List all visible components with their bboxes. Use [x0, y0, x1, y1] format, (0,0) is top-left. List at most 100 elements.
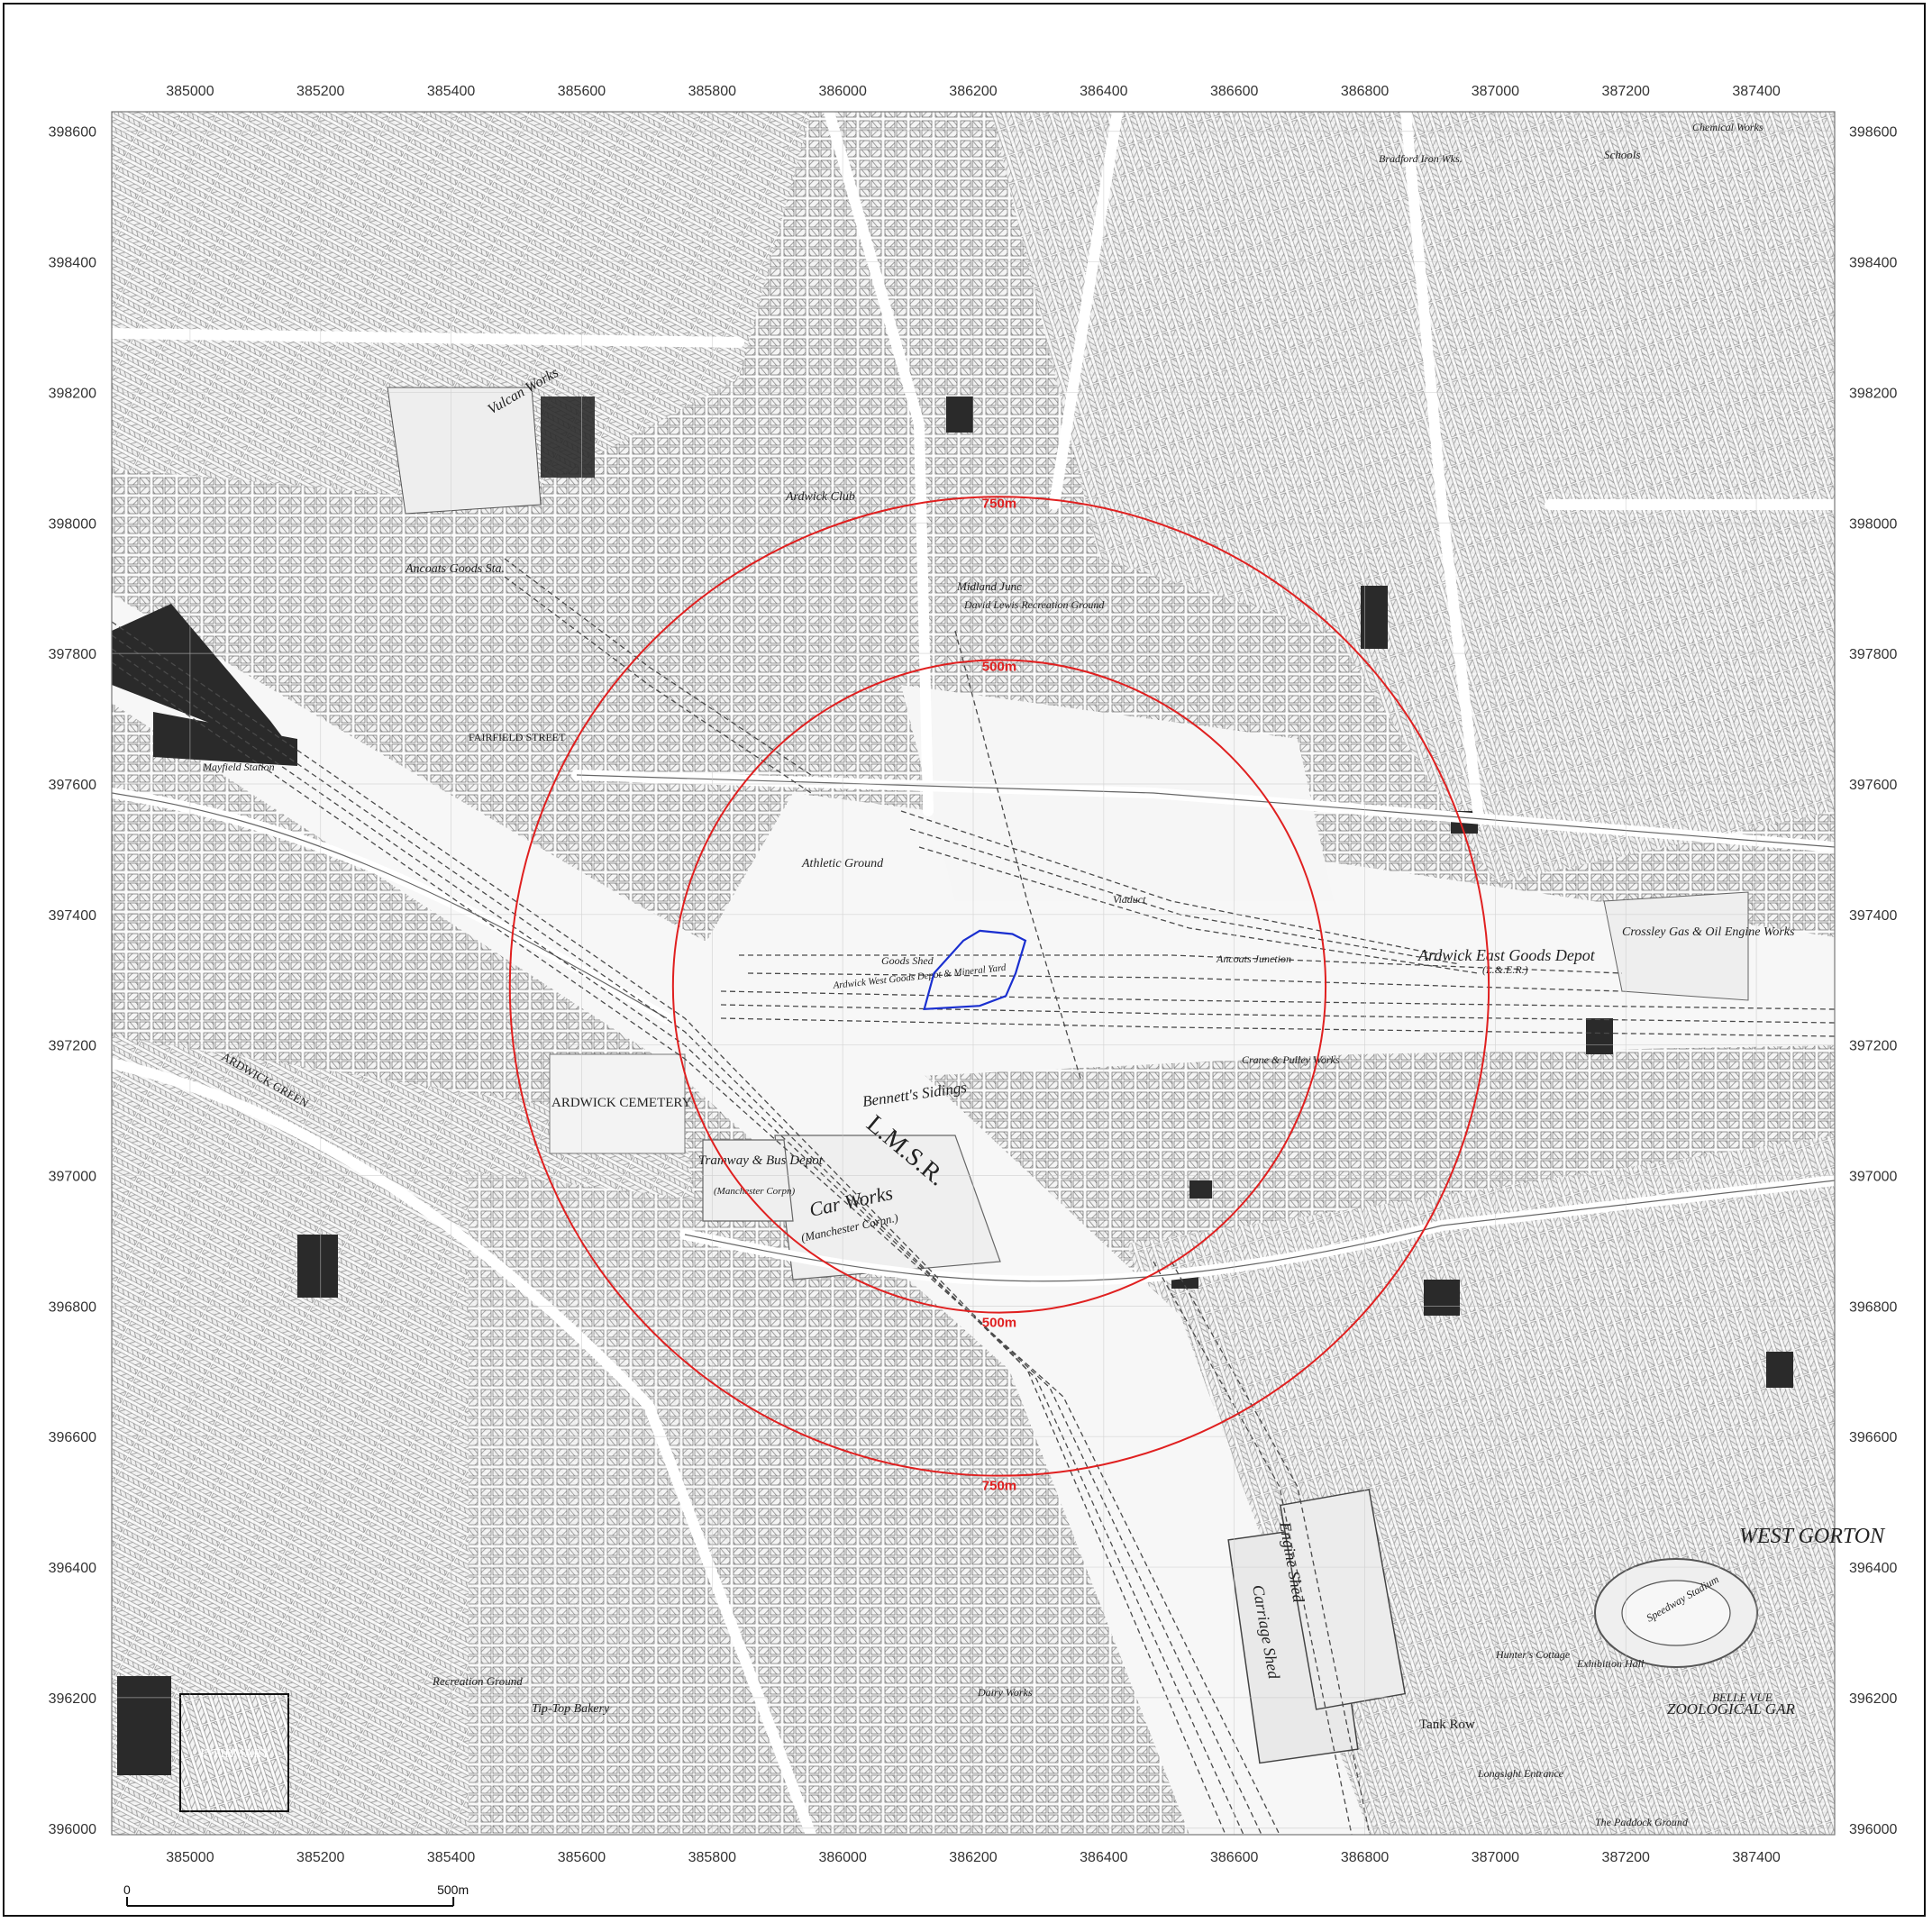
label-ardwick-club: Ardwick Club [785, 490, 855, 504]
easting-tick-label: 386800 [1341, 1850, 1389, 1865]
northing-tick-label: 397200 [1849, 1039, 1897, 1054]
easting-tick-label: 386200 [949, 1850, 997, 1865]
northing-tick-label: 398000 [1849, 516, 1897, 532]
label-zoological: ZOOLOGICAL GAR [1667, 1700, 1795, 1718]
easting-tick-label: 385000 [166, 1850, 214, 1865]
northing-tick-label: 398400 [49, 256, 96, 271]
label-tramway-depot: Tramway & Bus Depot [698, 1153, 824, 1168]
northing-tick-label: 397400 [1849, 908, 1897, 924]
easting-axis-bottom: 385000 385200 385400 385600 385800 386000 3862… [166, 1850, 1781, 1865]
northing-tick-label: 397600 [49, 778, 96, 793]
label-longsight: Longsight Entrance [1477, 1767, 1564, 1780]
label-exhibition: Exhibition Hall [1576, 1657, 1645, 1670]
ring-label-bottom: 750m [982, 1479, 1016, 1494]
northing-tick-label: 396400 [1849, 1561, 1897, 1576]
label-fairfield: FAIRFIELD STREET [469, 731, 566, 743]
easting-tick-label: 387200 [1602, 1850, 1650, 1865]
northing-tick-label: 398200 [49, 386, 96, 401]
scale-bar-start-label: 0 [123, 1882, 131, 1897]
ring-label-top: 750m [982, 496, 1016, 511]
easting-tick-label: 386400 [1080, 84, 1127, 99]
northing-tick-label: 396200 [49, 1691, 96, 1707]
map-border [111, 111, 1836, 1836]
easting-tick-label: 386400 [1080, 1850, 1127, 1865]
easting-tick-label: 385800 [688, 1850, 736, 1865]
ring-label-bottom: 500m [982, 1316, 1016, 1331]
buffer-ring-500m [671, 659, 1327, 1314]
easting-tick-label: 386600 [1210, 1850, 1258, 1865]
northing-tick-label: 397200 [49, 1039, 96, 1054]
label-recreation: Recreation Ground [432, 1674, 523, 1688]
buffer-ring-750m [508, 496, 1490, 1477]
label-bradford-iron: Bradford Iron Wks. [1379, 152, 1463, 165]
label-tramway-sub: (Manchester Corpn) [714, 1186, 795, 1197]
easting-tick-label: 387200 [1602, 84, 1650, 99]
northing-tick-label: 396600 [49, 1430, 96, 1445]
northing-tick-label: 397400 [49, 908, 96, 924]
easting-tick-label: 385000 [166, 84, 214, 99]
northing-tick-label: 396400 [49, 1561, 96, 1576]
label-tip-top: Tip-Top Bakery [532, 1702, 610, 1716]
northing-tick-label: 397800 [1849, 647, 1897, 662]
ring-label-top: 500m [982, 659, 1016, 674]
easting-tick-label: 385600 [558, 1850, 606, 1865]
easting-tick-label: 385400 [427, 1850, 475, 1865]
label-paddock: The Paddock Ground [1595, 1816, 1689, 1828]
northing-tick-label: 398200 [1849, 386, 1897, 401]
northing-tick-label: 396800 [49, 1299, 96, 1315]
northing-tick-label: 397000 [49, 1170, 96, 1185]
easting-tick-label: 385200 [296, 1850, 344, 1865]
label-infirmary: INFIRMARY [200, 1747, 270, 1761]
easting-axis-top: 385000 385200 385400 385600 385800 386000 3862… [166, 84, 1781, 99]
map-frame [3, 3, 1926, 1917]
northing-tick-label: 397600 [1849, 778, 1897, 793]
northing-tick-label: 398600 [1849, 125, 1897, 141]
northing-tick-label: 398600 [49, 125, 96, 141]
scale-bar: 0 500m [123, 1882, 469, 1907]
label-tank-row: Tank Row [1419, 1718, 1475, 1732]
label-crane-works: Crane & Pulley Works [1242, 1053, 1340, 1066]
label-ardwick-east-sub: (L.&.E.R.) [1482, 963, 1528, 976]
easting-tick-label: 385200 [296, 84, 344, 99]
easting-tick-label: 387400 [1732, 84, 1780, 99]
label-david-lewis: David Lewis Recreation Ground [963, 598, 1105, 611]
label-crossley: Crossley Gas & Oil Engine Works [1622, 925, 1795, 939]
northing-tick-label: 396000 [1849, 1822, 1897, 1837]
label-ardwick-east: Ardwick East Goods Depot [1417, 946, 1596, 964]
northing-axis-right: 398600 398400 398200 398000 397800 397600 3974… [1849, 125, 1897, 1837]
easting-tick-label: 386000 [818, 1850, 866, 1865]
label-belle-vue: BELLE VUE [1712, 1691, 1773, 1704]
northing-tick-label: 397800 [49, 647, 96, 662]
basemap-background [112, 112, 1835, 1835]
northing-tick-label: 396800 [1849, 1299, 1897, 1315]
easting-tick-label: 387000 [1472, 1850, 1519, 1865]
northing-tick-label: 396600 [1849, 1430, 1897, 1445]
easting-tick-label: 386600 [1210, 84, 1258, 99]
label-midland-junc: Midland Junc [956, 579, 1022, 593]
label-west-gorton: WEST GORTON [1739, 1525, 1886, 1548]
label-viaduct: Viaduct [1113, 893, 1146, 906]
label-athletic: Athletic Ground [801, 857, 884, 870]
easting-tick-label: 387400 [1732, 1850, 1780, 1865]
easting-tick-label: 385800 [688, 84, 736, 99]
easting-tick-label: 387000 [1472, 84, 1519, 99]
easting-tick-label: 386200 [949, 84, 997, 99]
site-boundary[interactable] [923, 929, 1027, 1010]
easting-tick-label: 386000 [818, 84, 866, 99]
buffer-rings: 500m 500m 750m 750m [508, 496, 1490, 1494]
northing-axis-left: 398600 398400 398200 398000 397800 397600 3974… [49, 125, 96, 1837]
easting-tick-label: 386800 [1341, 84, 1389, 99]
label-dairy-works: Dairy Works [977, 1686, 1033, 1699]
label-hunters: Hunter's Cottage [1495, 1648, 1571, 1661]
easting-tick-label: 385600 [558, 84, 606, 99]
label-mayfield: Mayfield Station [202, 761, 275, 773]
label-chemical-works: Chemical Works [1692, 121, 1763, 133]
label-ancoats: Ancoats Goods Sta. [405, 562, 505, 576]
northing-tick-label: 398400 [1849, 256, 1897, 271]
scale-bar-end-label: 500m [437, 1882, 469, 1897]
northing-tick-label: 397000 [1849, 1170, 1897, 1185]
label-schools: Schools [1604, 148, 1640, 161]
label-goods-shed: Goods Shed [881, 954, 934, 967]
label-ancoats-junction: Ancoats Junction [1216, 952, 1291, 965]
